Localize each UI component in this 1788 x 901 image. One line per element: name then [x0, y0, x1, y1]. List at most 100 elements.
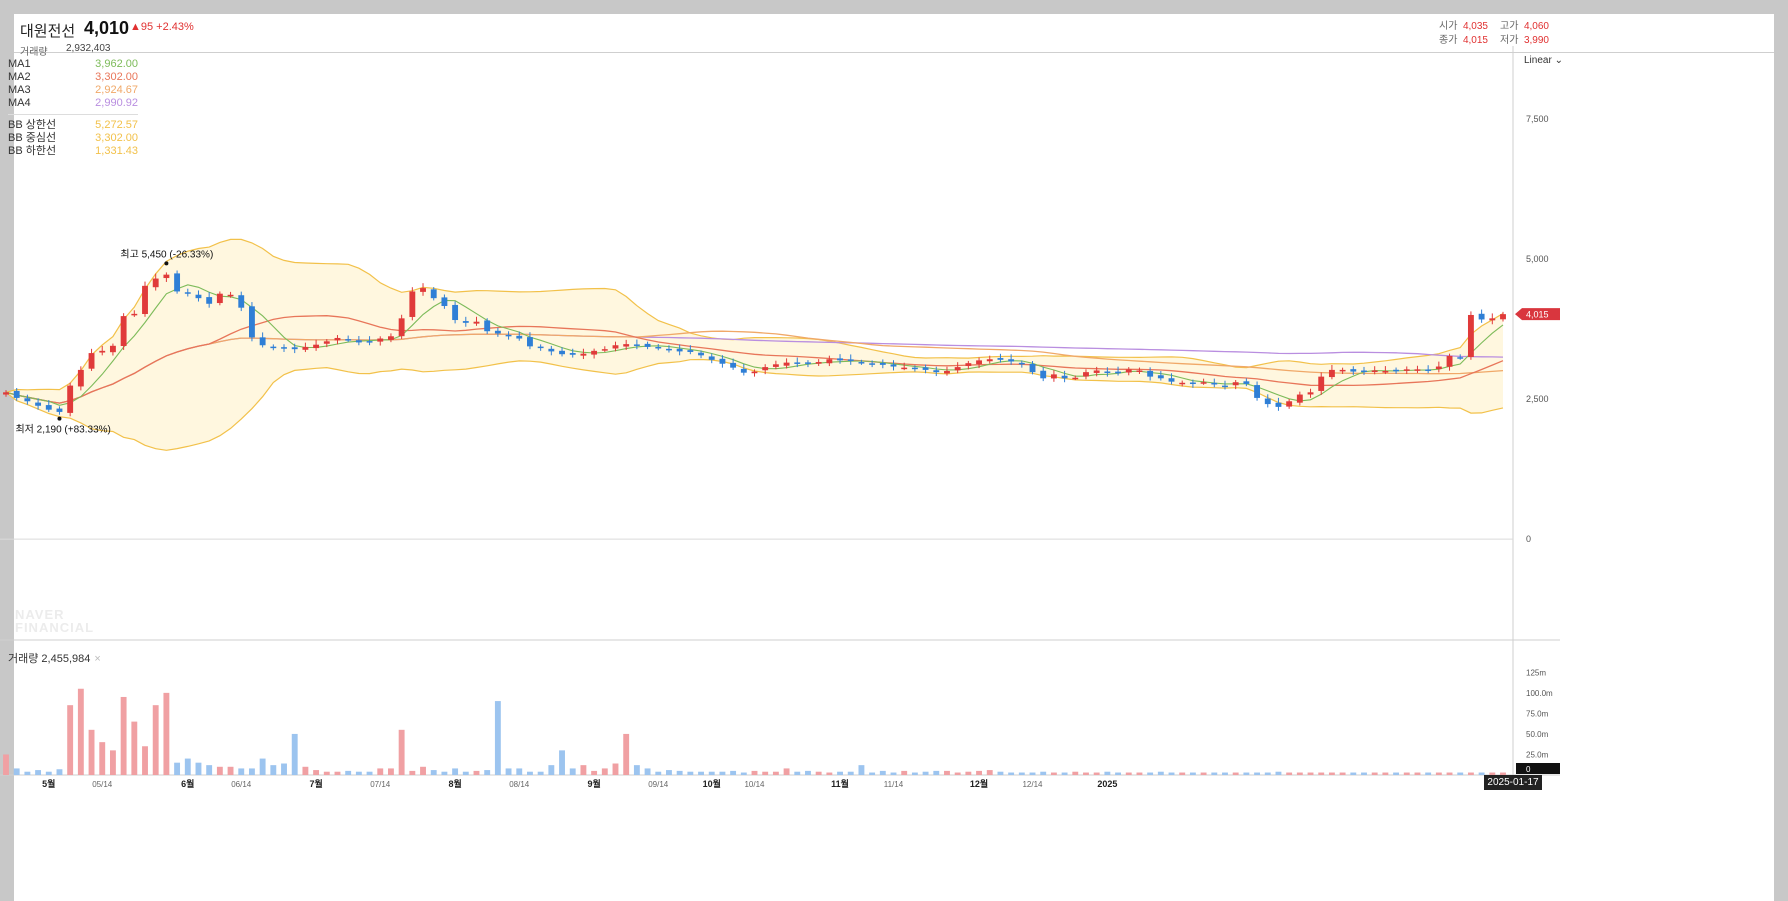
- close-icon[interactable]: ×: [94, 653, 101, 665]
- volume-bar: [826, 772, 833, 775]
- volume-bar: [997, 771, 1004, 775]
- candle: [56, 408, 63, 412]
- candle: [388, 336, 394, 340]
- volume-bar: [1243, 772, 1250, 775]
- volume-value: 2,932,403: [66, 43, 111, 54]
- y-tick-label: 7,500: [1526, 114, 1549, 124]
- candle: [24, 398, 31, 402]
- candle: [270, 346, 277, 349]
- volume-bar: [1382, 772, 1389, 775]
- candle: [1093, 370, 1100, 373]
- volume-bar: [944, 770, 950, 775]
- volume-bar: [77, 688, 84, 775]
- volume-bar: [323, 771, 330, 775]
- volume-bar: [901, 770, 908, 775]
- candle: [559, 350, 565, 355]
- volume-bar: [302, 766, 309, 775]
- volume-bar: [1125, 772, 1132, 775]
- volume-bar: [120, 696, 127, 775]
- volume-bar: [1264, 772, 1271, 775]
- candle: [313, 344, 320, 349]
- volume-panel-title: 거래량 2,455,984 ×: [8, 653, 101, 665]
- x-tick-label: 09/14: [648, 780, 669, 789]
- volume-bar: [142, 746, 148, 775]
- candle: [986, 359, 993, 362]
- volume-bar: [1040, 771, 1047, 775]
- scale-mode-dropdown[interactable]: Linear ⌄: [1524, 55, 1563, 66]
- volume-bar: [152, 705, 159, 775]
- volume-bar: [847, 771, 854, 775]
- candle: [142, 285, 148, 315]
- candle: [1393, 369, 1400, 372]
- candle: [462, 321, 469, 323]
- candle: [1264, 398, 1271, 405]
- y-tick-label: 2,500: [1526, 394, 1549, 404]
- volume-bar: [1179, 772, 1186, 775]
- candle: [1061, 375, 1068, 379]
- close-field: 종가 4,015: [1439, 35, 1488, 46]
- volume-bar: [623, 733, 630, 775]
- volume-bar: [1104, 771, 1111, 775]
- candle: [644, 343, 651, 347]
- candle: [77, 369, 84, 387]
- volume-bar: [1254, 772, 1261, 775]
- high-annotation: 최고 5,450 (-26.33%): [120, 248, 213, 260]
- volume-bar: [708, 771, 715, 775]
- candle: [1189, 382, 1196, 385]
- x-tick-label: 8월: [448, 778, 461, 789]
- candle: [1500, 314, 1506, 320]
- price-tag: [1515, 308, 1560, 321]
- candle: [1361, 370, 1367, 373]
- candle: [869, 363, 876, 365]
- volume-bar: [879, 770, 886, 775]
- volume-bar: [1275, 771, 1282, 775]
- volume-bar: [815, 771, 822, 775]
- candle: [1008, 359, 1015, 362]
- volume-bar: [1457, 772, 1464, 775]
- volume-bar: [601, 768, 608, 775]
- candle: [655, 346, 662, 349]
- volume-bar: [687, 771, 694, 775]
- volume-bar: [216, 766, 223, 775]
- volume-bar: [655, 771, 662, 775]
- candle: [302, 346, 309, 350]
- volume-bar: [313, 770, 320, 775]
- volume-bar: [484, 770, 491, 775]
- candle: [45, 405, 52, 410]
- candle: [1489, 318, 1496, 321]
- candle: [666, 348, 672, 351]
- candle: [762, 367, 769, 371]
- volume-bar: [1136, 772, 1143, 775]
- volume-bar: [548, 765, 555, 775]
- legend-ma2: MA2 3,302.00: [8, 71, 138, 83]
- volume-tick-label: 100.0m: [1526, 689, 1553, 698]
- low-marker: [57, 416, 62, 421]
- candle: [944, 371, 950, 374]
- volume-bar: [933, 770, 940, 775]
- candle: [879, 363, 886, 365]
- x-tick-label: 10/14: [744, 780, 765, 789]
- volume-bar: [1072, 771, 1079, 775]
- volume-bar: [837, 771, 843, 775]
- volume-zero-tag: [1516, 763, 1560, 774]
- volume-bar: [3, 754, 9, 775]
- volume-bar: [281, 763, 287, 775]
- volume-bar: [1361, 772, 1367, 775]
- volume-bar: [398, 729, 405, 775]
- volume-bar: [420, 766, 426, 775]
- candle: [954, 367, 961, 371]
- candle: [911, 367, 918, 370]
- x-tick-label: 7월: [309, 778, 322, 789]
- volume-bar: [698, 771, 704, 775]
- volume-bar: [976, 770, 982, 775]
- candle: [1457, 357, 1464, 359]
- last-date-label: 2025-01-17: [1484, 775, 1542, 790]
- volume-bar: [1489, 772, 1496, 775]
- volume-tick-label: 75.0m: [1526, 709, 1549, 718]
- volume-bar: [1371, 772, 1378, 775]
- legend-ma4: MA4 2,990.92: [8, 97, 138, 109]
- volume-bar: [1147, 772, 1154, 775]
- candle: [1157, 375, 1164, 379]
- candle: [548, 348, 555, 352]
